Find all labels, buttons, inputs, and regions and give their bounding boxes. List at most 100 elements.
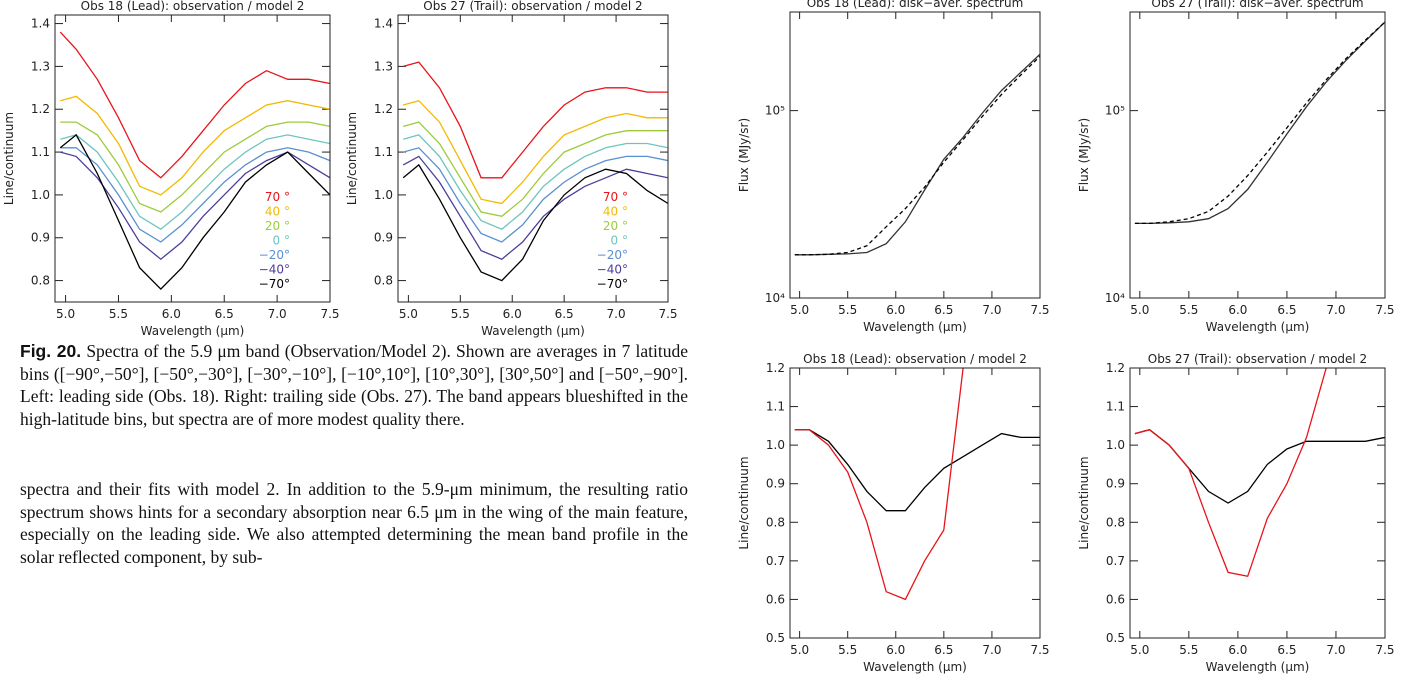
- plot-frame: [789, 367, 1041, 639]
- y-tick-label: 0.7: [1106, 554, 1125, 568]
- x-axis-label: Wavelength (μm): [1206, 320, 1310, 334]
- x-tick-label: 6.0: [1228, 643, 1247, 657]
- legend-entry: −40°: [597, 263, 628, 277]
- y-tick-label: 1.2: [374, 102, 393, 116]
- x-tick-label: 7.5: [1030, 643, 1049, 657]
- chart-title: Obs 18 (Lead): disk−aver. spectrum: [807, 0, 1024, 10]
- x-tick-label: 6.0: [162, 307, 181, 321]
- series-line: [403, 99, 668, 205]
- x-tick-label: 6.5: [555, 307, 574, 321]
- y-tick-label: 0.9: [766, 477, 785, 491]
- series-line: [402, 155, 668, 260]
- series-line: [60, 95, 330, 196]
- legend-entry: −70°: [259, 277, 290, 291]
- x-tick-label: 7.5: [658, 307, 677, 321]
- x-axis-label: Wavelength (μm): [863, 660, 967, 674]
- x-tick-label: 5.0: [1130, 303, 1149, 317]
- legend-entry: 40 °: [265, 205, 290, 219]
- y-tick-label: 0.9: [374, 231, 393, 245]
- x-tick-label: 6.0: [886, 643, 905, 657]
- legend-entry: 40 °: [603, 205, 628, 219]
- legend-entry: 20 °: [603, 219, 628, 233]
- y-tick-label: 1.4: [31, 17, 50, 31]
- x-tick-label: 5.0: [399, 307, 418, 321]
- x-tick-label: 6.0: [886, 303, 905, 317]
- x-tick-label: 7.0: [982, 643, 1001, 657]
- series-line: [403, 147, 668, 243]
- y-axis-label: Line/continuum: [345, 112, 359, 205]
- x-tick-label: 5.0: [790, 303, 809, 317]
- y-tick-label: 1.4: [374, 17, 393, 31]
- series-line: [60, 147, 330, 243]
- y-axis-label: Line/continuum: [1077, 456, 1091, 549]
- chart-title: Obs 27 (Trail): observation / model 2: [1148, 352, 1367, 366]
- series-line: [1134, 21, 1385, 225]
- y-tick-label: 1.2: [766, 361, 785, 375]
- y-tick-label: 0.8: [766, 515, 785, 529]
- plot-frame: [789, 11, 1041, 299]
- legend-entry: 0 °: [611, 234, 628, 248]
- legend-entry: −20°: [259, 248, 290, 262]
- x-tick-label: 5.5: [451, 307, 470, 321]
- series-line: [403, 121, 668, 217]
- y-tick-label: 1.2: [31, 102, 50, 116]
- x-tick-label: 5.5: [1179, 303, 1198, 317]
- y-tick-label: 10⁴: [765, 291, 785, 305]
- series-line: [1134, 21, 1385, 225]
- x-tick-label: 7.5: [320, 307, 339, 321]
- series-line: [794, 55, 1040, 256]
- x-tick-label: 7.5: [1375, 643, 1394, 657]
- x-axis-label: Wavelength (μm): [141, 324, 245, 338]
- x-tick-label: 5.0: [1130, 643, 1149, 657]
- series-line: [59, 133, 330, 291]
- x-tick-label: 6.0: [503, 307, 522, 321]
- legend-entry: −20°: [597, 248, 628, 262]
- series-line: [403, 134, 668, 230]
- x-tick-label: 7.5: [1030, 303, 1049, 317]
- caption-text: Spectra of the 5.9 μm band (Observation/…: [20, 341, 688, 429]
- x-tick-label: 7.0: [1326, 303, 1345, 317]
- y-axis-label: Line/continuum: [737, 456, 751, 549]
- y-axis-label: Flux (MJy/sr): [1077, 118, 1091, 192]
- y-tick-label: 0.5: [1106, 631, 1125, 645]
- series-line: [794, 429, 1040, 512]
- series-line: [794, 53, 1040, 256]
- y-axis-label: Flux (MJy/sr): [737, 118, 751, 192]
- legend-entry: 70 °: [603, 190, 628, 204]
- x-tick-label: 6.0: [1228, 303, 1247, 317]
- x-tick-label: 6.5: [1277, 643, 1296, 657]
- series-line: [402, 163, 668, 282]
- y-tick-label: 0.8: [374, 274, 393, 288]
- plot-frame: [1129, 367, 1386, 639]
- plot-frame: [1129, 11, 1386, 299]
- y-tick-label: 0.9: [31, 231, 50, 245]
- y-tick-label: 0.5: [766, 631, 785, 645]
- x-axis-label: Wavelength (μm): [1206, 660, 1310, 674]
- legend-entry: 70 °: [265, 190, 290, 204]
- y-tick-label: 1.0: [31, 188, 50, 202]
- y-tick-label: 0.8: [1106, 515, 1125, 529]
- y-tick-label: 1.3: [31, 59, 50, 73]
- legend-entry: 0 °: [273, 234, 290, 248]
- y-tick-label: 1.1: [766, 400, 785, 414]
- x-tick-label: 6.5: [215, 307, 234, 321]
- y-tick-label: 1.2: [1106, 361, 1125, 375]
- x-tick-label: 5.0: [56, 307, 75, 321]
- x-tick-label: 5.5: [1179, 643, 1198, 657]
- series-line: [60, 121, 330, 213]
- x-tick-label: 7.0: [268, 307, 287, 321]
- y-tick-label: 10⁴: [1105, 291, 1125, 305]
- chart-title: Obs 18 (Lead): observation / model 2: [81, 0, 305, 13]
- y-tick-label: 10⁵: [765, 104, 785, 118]
- x-tick-label: 6.5: [934, 643, 953, 657]
- caption-label: Fig. 20.: [20, 341, 82, 361]
- x-tick-label: 7.0: [1326, 643, 1345, 657]
- series-line: [1134, 428, 1385, 504]
- y-tick-label: 1.0: [766, 438, 785, 452]
- y-axis-label: Line/continuum: [2, 112, 16, 205]
- body-text: spectra and their fits with model 2. In …: [20, 479, 688, 567]
- series-line: [59, 31, 330, 179]
- chart-title: Obs 18 (Lead): observation / model 2: [803, 352, 1027, 366]
